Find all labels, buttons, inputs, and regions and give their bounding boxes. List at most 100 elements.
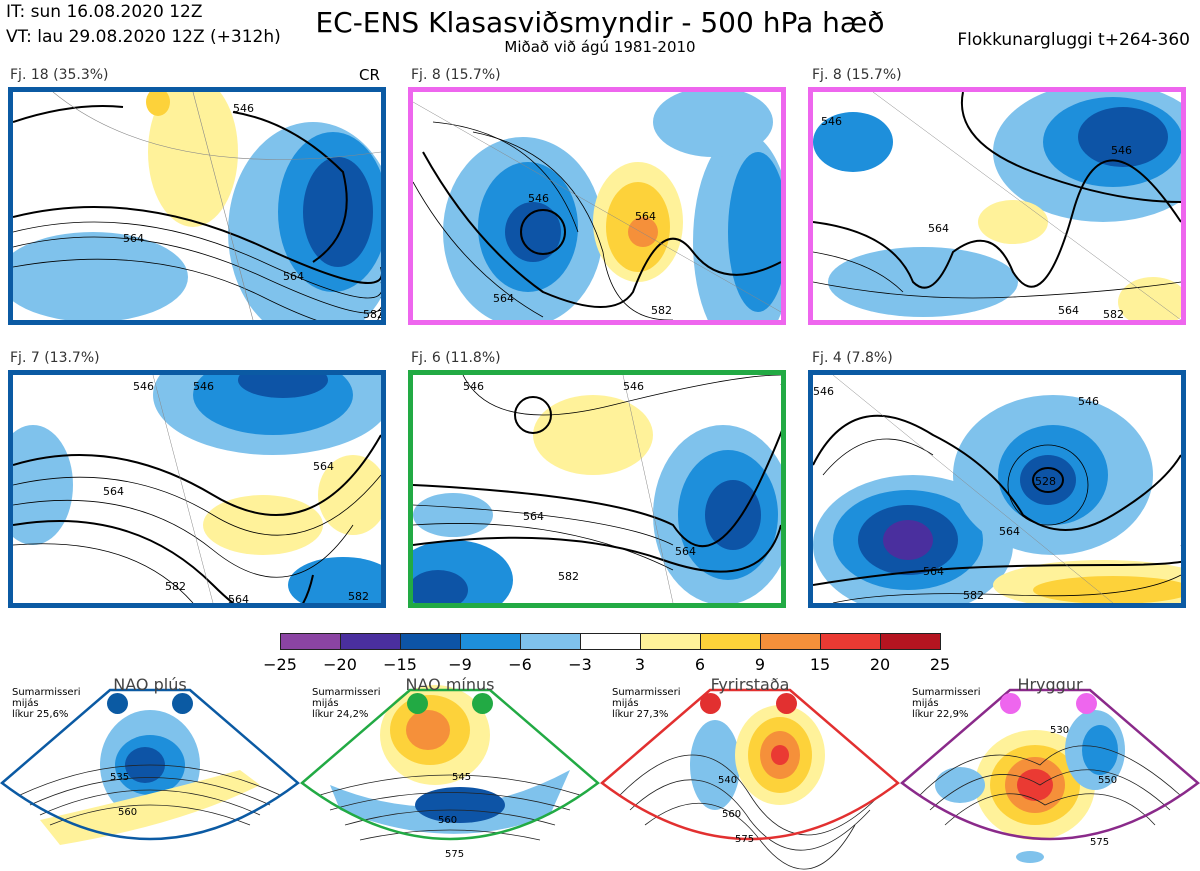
cluster-map-4-drawing: 546 546 564 564 564 582 582 <box>13 375 381 603</box>
p5-contour-5: 564 <box>923 565 944 578</box>
regime-nao-plus-drawing: 535 560 <box>0 688 300 845</box>
regime-nao-minus: 545 560 575 NAO mínus Sumarmisseri mijás… <box>300 675 600 871</box>
regime-dot <box>472 693 493 714</box>
colorbar-tick: 25 <box>929 655 951 674</box>
regime-name: Hryggur <box>1017 675 1083 694</box>
p3-contour-7: 582 <box>348 590 369 603</box>
colorbar-cell-5 <box>520 633 581 650</box>
colorbar-cell-8 <box>700 633 761 650</box>
p5-contour-1: 546 <box>813 385 834 398</box>
p0-contour-4: 582 <box>363 308 381 320</box>
p2-contour-5: 582 <box>1103 308 1124 320</box>
regime-ridge-drawing: 530 550 575 <box>900 688 1200 863</box>
regime-season: Sumarmisseri <box>12 687 81 698</box>
regime-info: Sumarmisseri mijás líkur 22,9% <box>912 687 980 720</box>
regime-1-contour-2: 560 <box>118 807 137 818</box>
regime-probability: líkur 27,3% <box>612 709 669 720</box>
cluster-map-6: 546 546 528 564 564 582 <box>808 370 1186 608</box>
regime-method: mijás <box>12 698 39 709</box>
p3-contour-2: 546 <box>193 380 214 393</box>
regime-2-contour-3: 575 <box>445 849 464 860</box>
p4-contour-2: 546 <box>623 380 644 393</box>
cluster-window-label: Flokkunargluggi t+264-360 <box>957 30 1190 50</box>
colorbar-tick: −25 <box>263 655 297 674</box>
p3-contour-6: 582 <box>165 580 186 593</box>
panel-6-label: Fj. 4 (7.8%) <box>812 350 893 366</box>
p2-contour-4: 564 <box>1058 304 1079 317</box>
colorbar-tick: 20 <box>869 655 891 674</box>
regime-ridge: 530 550 575 Hryggur Sumarmisseri mijás l… <box>900 675 1200 871</box>
cluster-map-5: 546 546 564 564 582 <box>408 370 786 608</box>
p3-contour-3: 564 <box>103 485 124 498</box>
panel-1-label: Fj. 18 (35.3%) <box>10 67 109 83</box>
regime-info: Sumarmisseri mijás líkur 25,6% <box>12 687 80 720</box>
regime-info: Sumarmisseri mijás líkur 27,3% <box>612 687 680 720</box>
page-title: EC-ENS Klasasviðsmyndir - 500 hPa hæð <box>315 6 885 39</box>
initial-time: IT: sun 16.08.2020 12Z <box>6 2 203 22</box>
p5-contour-6: 582 <box>963 589 984 602</box>
regime-4-contour-1: 530 <box>1050 725 1069 736</box>
colorbar-tick: −15 <box>383 655 417 674</box>
colorbar-cell-6 <box>580 633 641 650</box>
colorbar-cell-10 <box>820 633 881 650</box>
colorbar-cell-2 <box>340 633 401 650</box>
colorbar-cell-11 <box>880 633 941 650</box>
panel-4-label: Fj. 7 (13.7%) <box>10 350 100 366</box>
cluster-map-1: 546 564 564 582 <box>8 87 386 325</box>
p5-contour-3: 528 <box>1035 475 1056 488</box>
regime-3-contour-1: 540 <box>718 775 737 786</box>
p4-contour-3: 564 <box>523 510 544 523</box>
colorbar-tick: −20 <box>323 655 357 674</box>
p0-contour-2: 564 <box>123 232 144 245</box>
valid-time: VT: lau 29.08.2020 12Z (+312h) <box>6 27 281 47</box>
panel-3-label: Fj. 8 (15.7%) <box>812 67 902 83</box>
regime-probability: líkur 25,6% <box>12 709 69 720</box>
p4-contour-5: 582 <box>558 570 579 583</box>
p0-contour-1: 546 <box>233 102 254 115</box>
cluster-map-4: 546 546 564 564 564 582 582 <box>8 370 386 608</box>
p1-contour-3: 564 <box>493 292 514 305</box>
p1-contour-4: 582 <box>651 304 672 317</box>
colorbar-tick: −9 <box>448 655 472 674</box>
regime-dot <box>776 693 797 714</box>
p3-contour-1: 546 <box>133 380 154 393</box>
regime-4-contour-2: 550 <box>1098 775 1117 786</box>
regime-name: Fyrirstaða <box>710 675 790 694</box>
p5-contour-2: 546 <box>1078 395 1099 408</box>
colorbar-cell-4 <box>460 633 521 650</box>
p2-contour-1: 546 <box>821 115 842 128</box>
colorbar-tick: 15 <box>809 655 831 674</box>
p1-contour-1: 546 <box>528 192 549 205</box>
regime-method: mijás <box>312 698 339 709</box>
regime-2-contour-1: 545 <box>452 772 471 783</box>
colorbar-cell-7 <box>640 633 701 650</box>
regime-method: mijás <box>912 698 939 709</box>
p1-contour-2: 564 <box>635 210 656 223</box>
colorbar-cell-9 <box>760 633 821 650</box>
regime-dot <box>107 693 128 714</box>
colorbar-tick: −3 <box>568 655 592 674</box>
regime-dot <box>1076 693 1097 714</box>
regime-3-contour-2: 560 <box>722 809 741 820</box>
regime-dot <box>1000 693 1021 714</box>
regime-nao-minus-drawing: 545 560 575 <box>300 685 600 860</box>
regime-blocking: 540 560 575 Fyrirstaða Sumarmisseri mijá… <box>600 675 900 871</box>
panel-2-label: Fj. 8 (15.7%) <box>411 67 501 83</box>
regime-season: Sumarmisseri <box>612 687 681 698</box>
regime-name: NAO plús <box>113 675 187 694</box>
p0-contour-3: 564 <box>283 270 304 283</box>
regime-dot <box>172 693 193 714</box>
regime-dot <box>700 693 721 714</box>
colorbar-tick: 3 <box>634 655 646 674</box>
p2-contour-2: 546 <box>1111 144 1132 157</box>
regime-name: NAO mínus <box>405 675 495 694</box>
cluster-map-3: 546 546 564 564 582 <box>808 87 1186 325</box>
regime-info: Sumarmisseri mijás líkur 24,2% <box>312 687 380 720</box>
panel-5-label: Fj. 6 (11.8%) <box>411 350 501 366</box>
regime-4-contour-3: 575 <box>1090 837 1109 848</box>
regime-dot <box>407 693 428 714</box>
p3-contour-4: 564 <box>313 460 334 473</box>
colorbar-tick: 9 <box>754 655 766 674</box>
p4-contour-4: 564 <box>675 545 696 558</box>
regime-season: Sumarmisseri <box>312 687 381 698</box>
